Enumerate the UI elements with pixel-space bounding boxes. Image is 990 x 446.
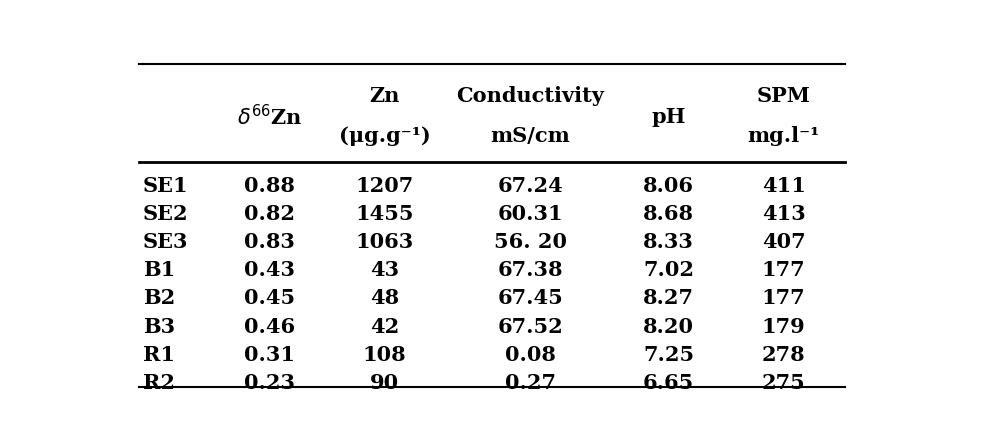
Text: mg.l⁻¹: mg.l⁻¹ — [747, 126, 820, 146]
Text: SE1: SE1 — [143, 176, 188, 196]
Text: 1063: 1063 — [355, 232, 414, 252]
Text: 0.31: 0.31 — [244, 345, 295, 365]
Text: 56. 20: 56. 20 — [494, 232, 567, 252]
Text: SE2: SE2 — [143, 204, 188, 224]
Text: 0.27: 0.27 — [505, 373, 556, 393]
Text: 67.45: 67.45 — [498, 289, 563, 308]
Text: 60.31: 60.31 — [498, 204, 563, 224]
Text: 0.43: 0.43 — [244, 260, 295, 280]
Text: 177: 177 — [761, 289, 806, 308]
Text: 90: 90 — [370, 373, 399, 393]
Text: B3: B3 — [143, 317, 175, 337]
Text: Conductivity: Conductivity — [456, 87, 604, 107]
Text: $\delta^{66}$Zn: $\delta^{66}$Zn — [237, 104, 302, 130]
Text: 0.88: 0.88 — [245, 176, 295, 196]
Text: R2: R2 — [143, 373, 175, 393]
Text: 42: 42 — [370, 317, 399, 337]
Text: 413: 413 — [761, 204, 806, 224]
Text: SE3: SE3 — [143, 232, 188, 252]
Text: pH: pH — [651, 107, 686, 127]
Text: B1: B1 — [143, 260, 175, 280]
Text: 48: 48 — [370, 289, 399, 308]
Text: 0.83: 0.83 — [245, 232, 295, 252]
Text: 67.52: 67.52 — [498, 317, 563, 337]
Text: R1: R1 — [143, 345, 175, 365]
Text: 278: 278 — [761, 345, 806, 365]
Text: 407: 407 — [761, 232, 806, 252]
Text: 0.45: 0.45 — [244, 289, 295, 308]
Text: 0.08: 0.08 — [505, 345, 555, 365]
Text: 43: 43 — [370, 260, 399, 280]
Text: (μg.g⁻¹): (μg.g⁻¹) — [339, 126, 431, 146]
Text: 8.06: 8.06 — [643, 176, 694, 196]
Text: 0.23: 0.23 — [244, 373, 295, 393]
Text: 108: 108 — [362, 345, 407, 365]
Text: B2: B2 — [143, 289, 175, 308]
Text: 1207: 1207 — [355, 176, 414, 196]
Text: 8.33: 8.33 — [644, 232, 694, 252]
Text: 0.46: 0.46 — [244, 317, 295, 337]
Text: 1455: 1455 — [355, 204, 414, 224]
Text: 411: 411 — [761, 176, 806, 196]
Text: 177: 177 — [761, 260, 806, 280]
Text: 7.02: 7.02 — [643, 260, 694, 280]
Text: 67.38: 67.38 — [498, 260, 563, 280]
Text: 8.68: 8.68 — [643, 204, 694, 224]
Text: Zn: Zn — [369, 87, 400, 107]
Text: SPM: SPM — [756, 87, 811, 107]
Text: 8.27: 8.27 — [643, 289, 694, 308]
Text: 7.25: 7.25 — [643, 345, 694, 365]
Text: 0.82: 0.82 — [244, 204, 295, 224]
Text: 275: 275 — [761, 373, 806, 393]
Text: 67.24: 67.24 — [498, 176, 563, 196]
Text: mS/cm: mS/cm — [490, 126, 570, 146]
Text: 8.20: 8.20 — [643, 317, 694, 337]
Text: 179: 179 — [761, 317, 806, 337]
Text: 6.65: 6.65 — [643, 373, 694, 393]
